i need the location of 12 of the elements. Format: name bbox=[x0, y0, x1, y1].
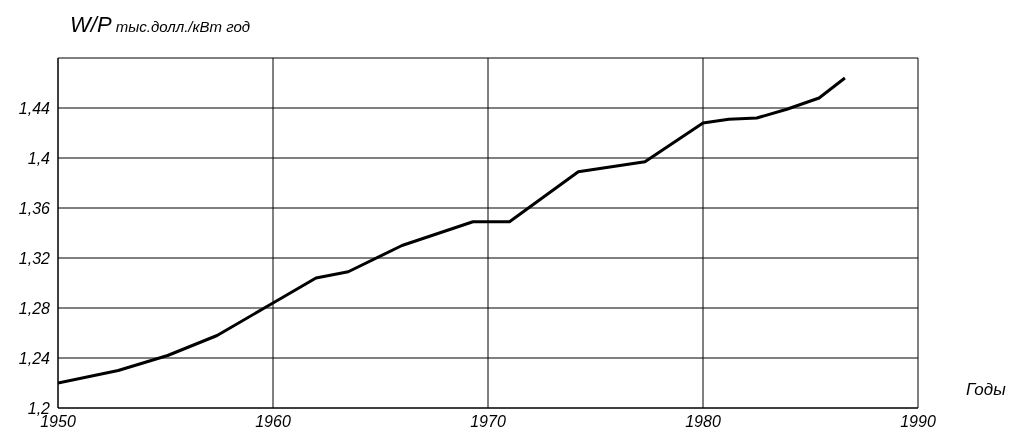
x-tick-label: 1970 bbox=[470, 413, 506, 431]
y-tick-label: 1,28 bbox=[18, 299, 51, 317]
x-tick-label: 1980 bbox=[685, 413, 721, 431]
y-tick-label: 1,36 bbox=[18, 199, 51, 217]
y-axis-title: W/P тыс.долл./кВт год bbox=[70, 12, 251, 37]
y-tick-label: 1,24 bbox=[18, 349, 51, 367]
x-tick-label: 1990 bbox=[900, 413, 936, 431]
y-tick-label: 1,44 bbox=[18, 99, 51, 117]
x-axis-title: Годы bbox=[966, 380, 1006, 400]
x-tick-label: 1960 bbox=[255, 413, 291, 431]
y-tick-label: 1,32 bbox=[18, 249, 51, 267]
y-tick-label: 1,4 bbox=[27, 149, 51, 167]
